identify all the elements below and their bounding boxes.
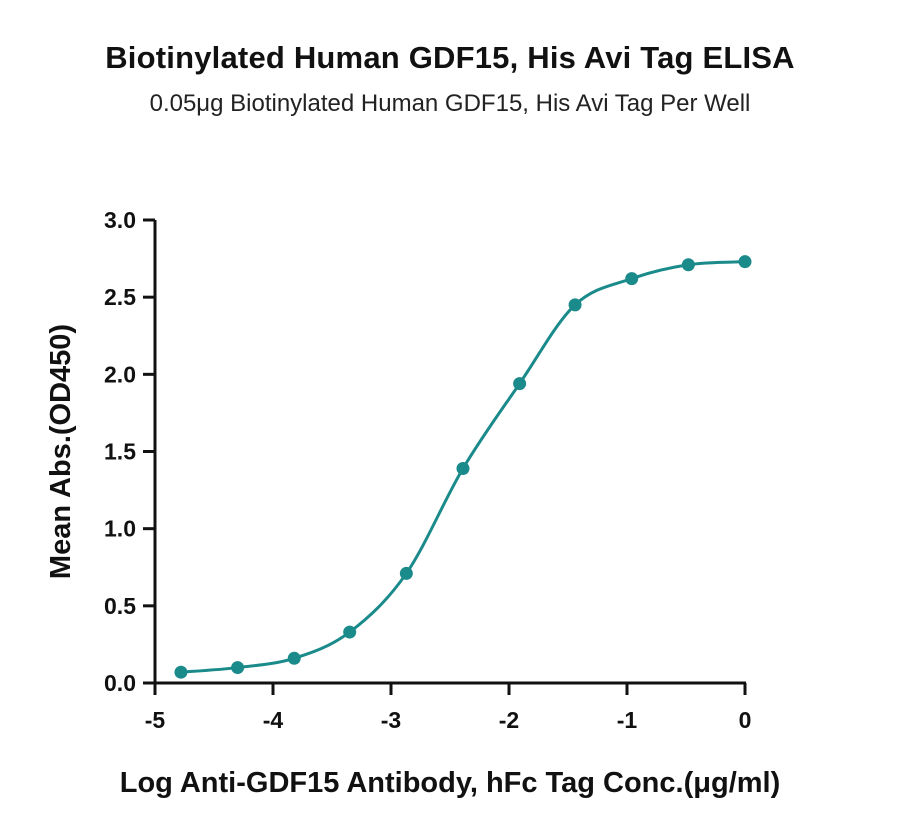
data-points	[174, 255, 752, 679]
x-tick-label: -4	[263, 707, 284, 733]
y-axis-label: Mean Abs.(OD450)	[45, 324, 77, 579]
data-point	[513, 377, 527, 391]
x-axis-ticks: -5 -4 -3 -2 -1 0	[145, 683, 752, 733]
data-point	[399, 566, 413, 580]
chart-subtitle: 0.05μg Biotinylated Human GDF15, His Avi…	[149, 90, 751, 117]
x-tick-label: -2	[499, 707, 519, 733]
y-tick-label: 1.5	[104, 439, 136, 465]
data-point	[174, 665, 188, 679]
data-point	[231, 661, 245, 675]
x-tick-label: -5	[145, 707, 166, 733]
data-point	[738, 255, 752, 269]
y-axis-ticks: 0.0 0.5 1.0 1.5 2.0 2.5 3.0	[104, 207, 155, 696]
x-axis-label: Log Anti-GDF15 Antibody, hFc Tag Conc.(μ…	[120, 767, 781, 799]
data-point	[343, 625, 357, 639]
data-point	[456, 461, 470, 475]
y-tick-label: 2.0	[104, 361, 136, 387]
data-point	[287, 651, 301, 665]
y-tick-label: 0.5	[104, 593, 136, 619]
x-tick-label: 0	[739, 707, 752, 733]
y-tick-label: 0.0	[104, 670, 136, 696]
y-tick-label: 2.5	[104, 284, 136, 310]
y-tick-label: 1.0	[104, 516, 136, 542]
data-point	[681, 258, 695, 272]
x-tick-label: -1	[617, 707, 638, 733]
x-tick-label: -3	[381, 707, 401, 733]
data-point	[625, 272, 639, 286]
chart-title: Biotinylated Human GDF15, His Avi Tag EL…	[105, 40, 795, 75]
y-tick-label: 3.0	[104, 207, 136, 233]
axes	[153, 220, 746, 685]
data-point	[568, 298, 582, 312]
